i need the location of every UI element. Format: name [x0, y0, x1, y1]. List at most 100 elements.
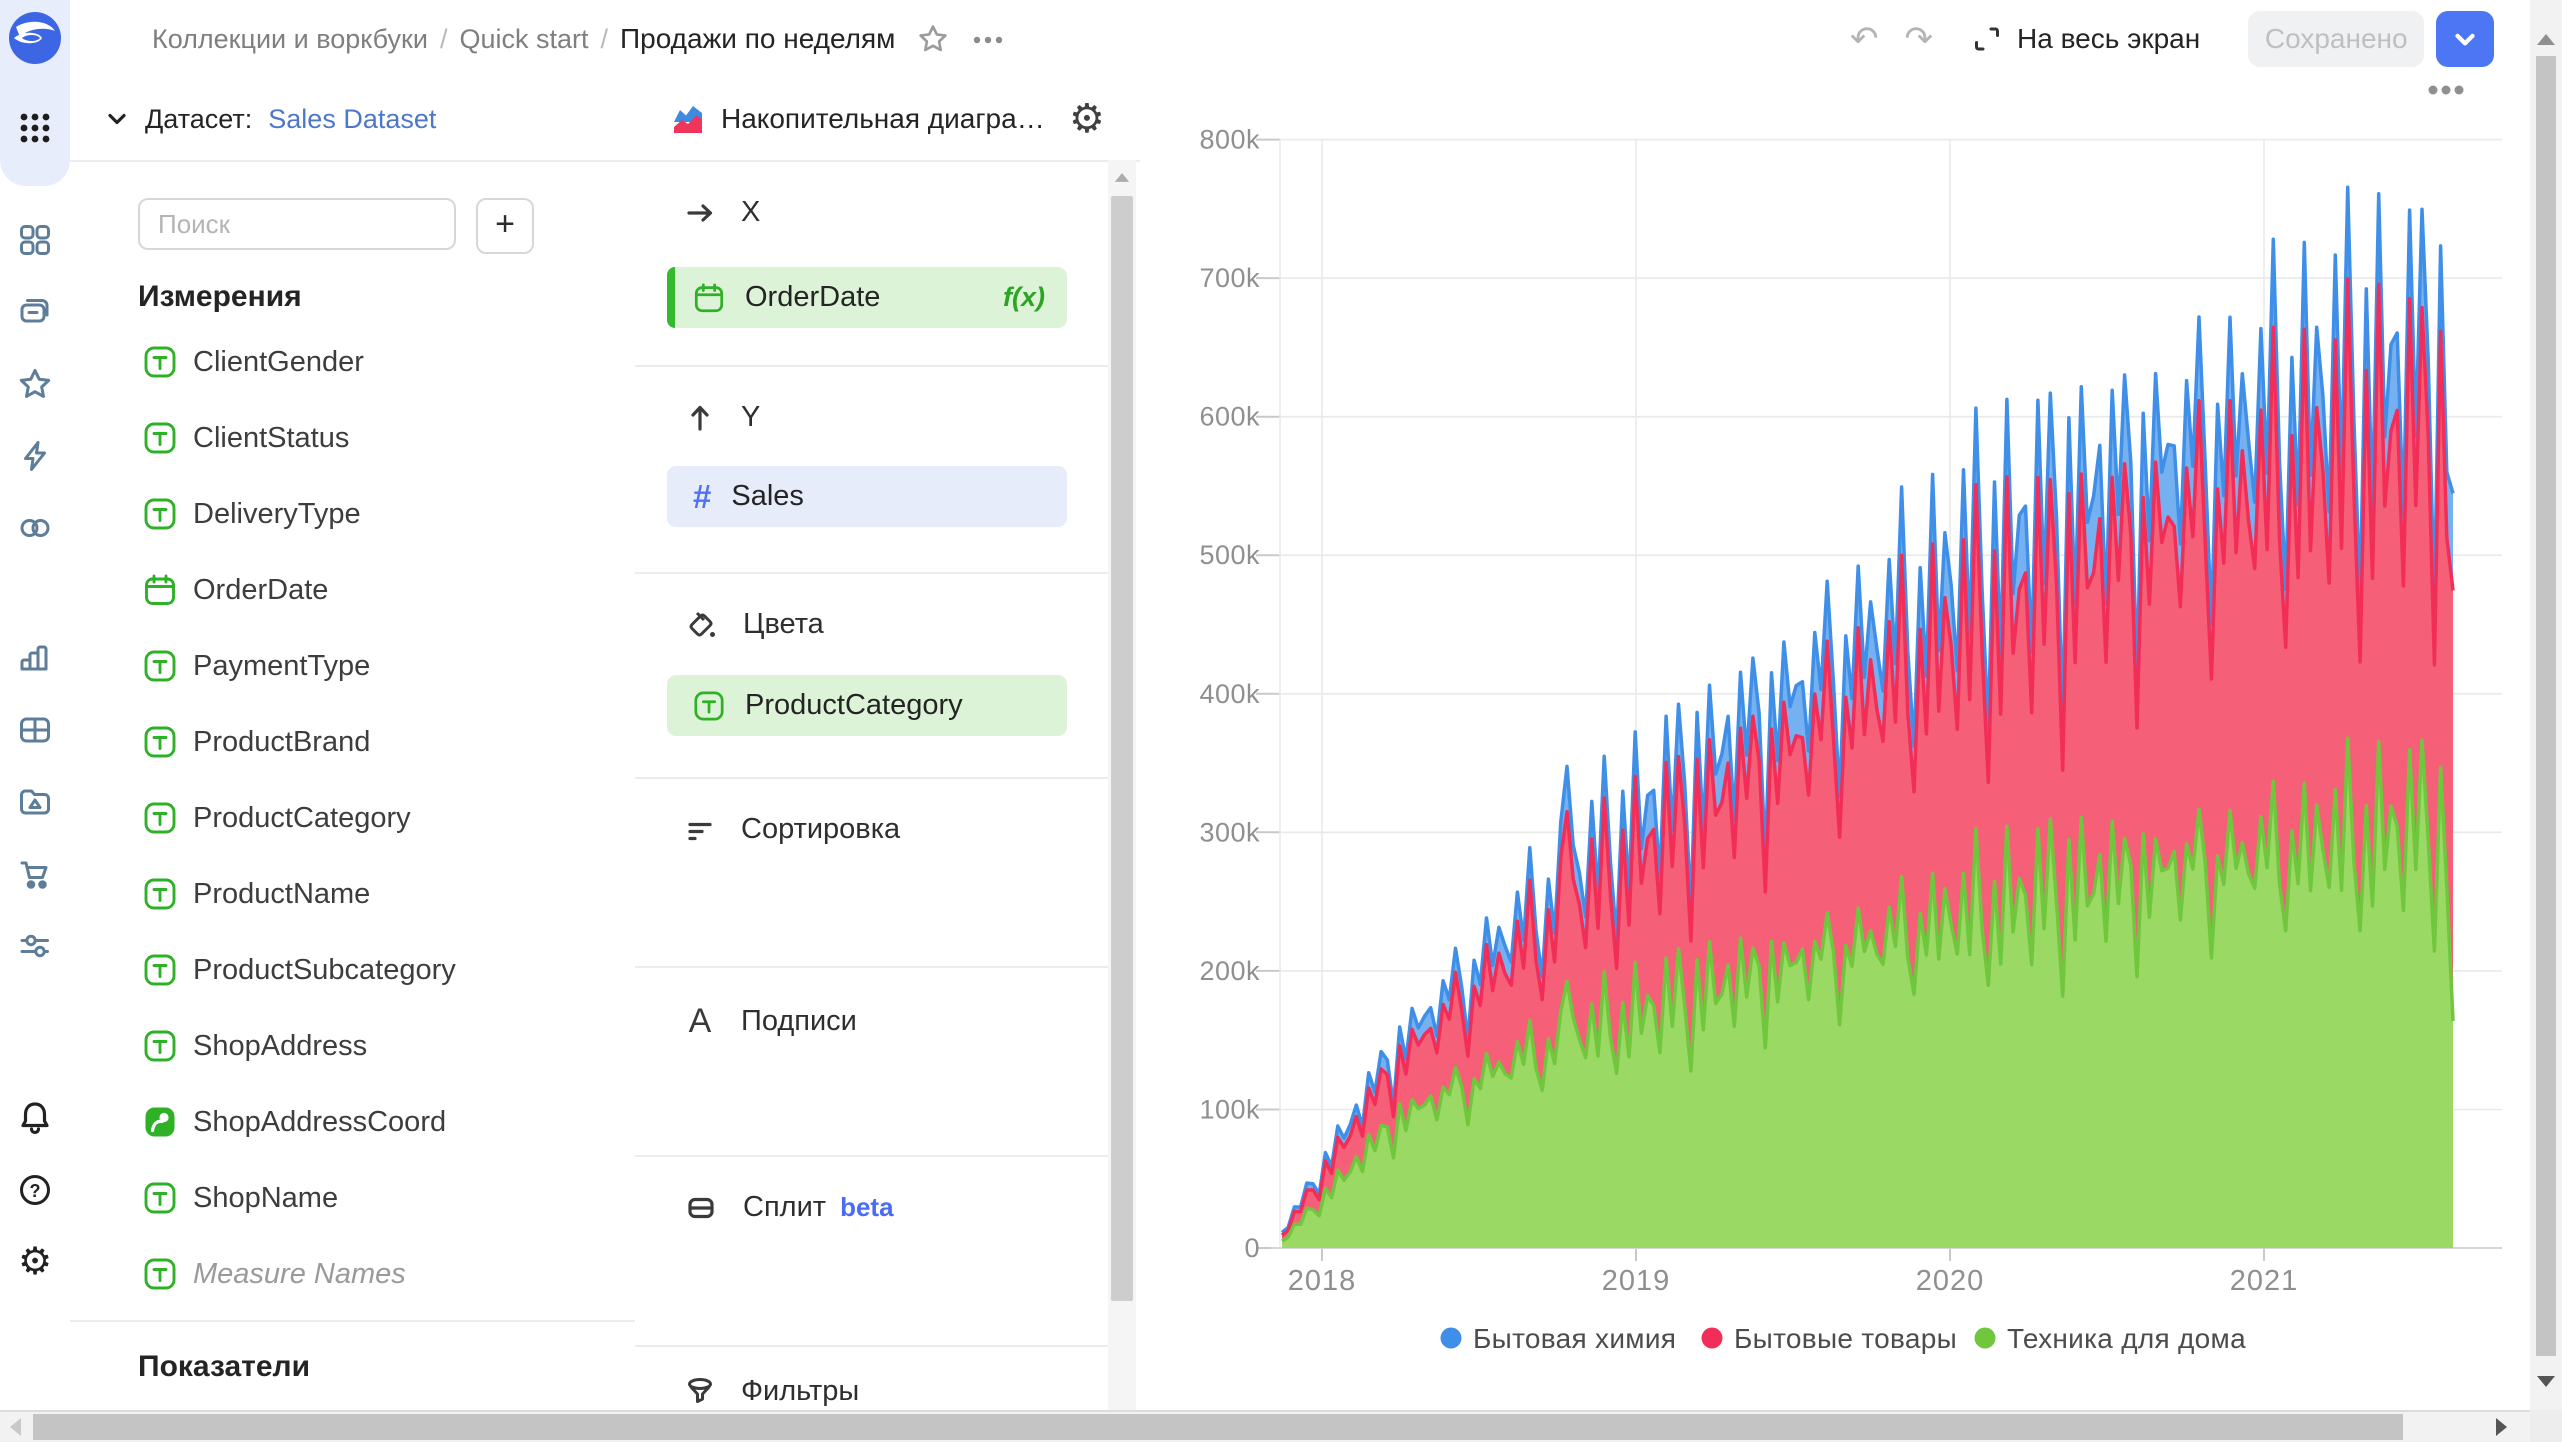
dataset-name-link[interactable]: Sales Dataset	[268, 103, 437, 134]
apps-menu-icon[interactable]	[17, 110, 53, 146]
field-name: ClientGender	[193, 345, 364, 378]
page-horizontal-scrollbar-thumb[interactable]	[33, 1414, 2403, 1440]
services-sliders-icon[interactable]	[17, 928, 53, 964]
quick-actions-flash-icon[interactable]	[17, 438, 53, 474]
config-scrollbar-track[interactable]	[1108, 160, 1136, 1410]
chart-type-label[interactable]: Накопительная диаграм...	[721, 103, 1051, 134]
field-row[interactable]: ClientGender	[70, 324, 635, 400]
scroll-left-icon[interactable]	[10, 1418, 21, 1436]
text-field-icon	[144, 650, 176, 682]
scroll-up-icon[interactable]	[2537, 34, 2555, 45]
field-row[interactable]: ProductName	[70, 856, 635, 932]
fullscreen-icon[interactable]	[1971, 23, 2003, 55]
chart-type-header: Накопительная диаграм... ⚙	[635, 78, 1140, 162]
field-name: ProductSubcategory	[193, 953, 456, 986]
storage-folder-icon[interactable]	[17, 784, 53, 820]
field-row[interactable]: ProductCategory	[70, 780, 635, 856]
chart-settings-gear-icon[interactable]: ⚙	[1069, 96, 1105, 142]
colors-field-name: ProductCategory	[745, 689, 963, 721]
area-chart-type-icon[interactable]	[671, 102, 705, 136]
scroll-right-icon[interactable]	[2496, 1418, 2507, 1436]
favorites-star-icon[interactable]	[17, 366, 53, 402]
datalens-logo-icon[interactable]	[8, 11, 62, 65]
field-row[interactable]: ShopName	[70, 1160, 635, 1236]
page-title: Продажи по неделям	[620, 23, 896, 54]
field-row[interactable]: ShopAddressCoord	[70, 1084, 635, 1160]
config-scrollbar-thumb[interactable]	[1111, 196, 1133, 1301]
field-name: ProductCategory	[193, 801, 411, 834]
field-name: ShopName	[193, 1181, 339, 1214]
dimensions-list: ClientGender ClientStatus DeliveryType Orde…	[70, 324, 635, 1320]
field-row[interactable]: OrderDate	[70, 552, 635, 628]
add-field-button[interactable]: +	[476, 198, 534, 254]
settings-gear-icon[interactable]: ⚙	[17, 1239, 53, 1283]
date-field-icon	[145, 574, 175, 605]
text-field-icon	[144, 878, 176, 910]
series-line	[1281, 736, 2455, 1243]
more-menu-icon[interactable]	[971, 23, 1005, 55]
formula-fx-icon[interactable]: f(x)	[1003, 282, 1045, 312]
y-axis-label: 600k	[1199, 402, 1260, 432]
chevron-down-icon	[2455, 33, 2475, 46]
field-row[interactable]: ShopAddress	[70, 1008, 635, 1084]
field-name: ProductName	[193, 877, 371, 910]
text-field-icon	[144, 422, 176, 454]
chart-menu-icon[interactable]	[2428, 85, 2464, 95]
collections-icon[interactable]	[17, 294, 53, 330]
section-filters: Фильтры	[635, 1345, 1113, 1410]
text-field-icon	[144, 726, 176, 758]
field-row[interactable]: ClientStatus	[70, 400, 635, 476]
stacked-area-chart: 0 100k 200k 300k 400k 500k 600k 700k 800k 2018 201…	[1199, 85, 2502, 1354]
left-rail: ? ⚙	[0, 0, 72, 1410]
legend-item[interactable]: Бытовые товары	[1701, 1323, 1958, 1354]
x-axis-label: 2021	[2230, 1265, 2299, 1297]
text-field-icon	[144, 1182, 176, 1214]
fullscreen-label[interactable]: На весь экран	[2017, 23, 2201, 54]
redo-icon[interactable]: ↷	[1904, 19, 1934, 59]
section-split: Сплит beta	[635, 1155, 1113, 1347]
legend-dot	[1440, 1327, 1462, 1349]
charts-icon[interactable]	[17, 640, 53, 676]
x-axis-label: 2019	[1602, 1265, 1671, 1297]
y-field-chip[interactable]: # Sales	[667, 466, 1067, 527]
legend-item[interactable]: Бытовая химия	[1440, 1323, 1677, 1354]
save-dropdown-button[interactable]	[2436, 11, 2495, 67]
page-vertical-scrollbar-thumb[interactable]	[2536, 56, 2556, 1356]
config-scroll-up-icon[interactable]	[1114, 173, 1130, 182]
undo-icon[interactable]: ↶	[1850, 19, 1879, 59]
sort-icon	[688, 822, 712, 840]
field-row[interactable]: ProductSubcategory	[70, 932, 635, 1008]
field-row[interactable]: ProductBrand	[70, 704, 635, 780]
dataset-collapse-chevron-icon[interactable]	[103, 105, 131, 133]
dashboards-table-icon[interactable]	[17, 712, 53, 748]
search-input[interactable]	[138, 198, 456, 250]
favorite-star-icon[interactable]	[917, 23, 949, 55]
y-axis-arrow-icon	[691, 405, 709, 431]
connections-icon[interactable]	[17, 510, 53, 546]
breadcrumb-collections[interactable]: Коллекции и воркбуки	[152, 23, 428, 54]
notifications-bell-icon[interactable]	[17, 1099, 53, 1135]
legend-item[interactable]: Техника для дома	[1974, 1323, 2247, 1354]
marketplace-cart-icon[interactable]	[17, 856, 53, 892]
series-line	[1280, 277, 2455, 1237]
breadcrumb-separator: /	[439, 23, 448, 54]
labels-a-icon: A	[688, 1002, 712, 1040]
y-axis-label: 700k	[1199, 263, 1260, 293]
text-field-icon	[144, 802, 176, 834]
measures-title: Показатели	[138, 1350, 311, 1383]
help-icon[interactable]: ?	[17, 1172, 53, 1208]
field-name: PaymentType	[193, 649, 371, 682]
scroll-down-icon[interactable]	[2537, 1376, 2555, 1387]
field-row[interactable]: Measure Names	[70, 1236, 635, 1312]
breadcrumb-workbook[interactable]: Quick start	[459, 23, 589, 54]
widgets-icon[interactable]	[17, 222, 53, 258]
colors-field-chip[interactable]: ProductCategory	[667, 675, 1067, 736]
save-button[interactable]: Сохранено	[2248, 11, 2425, 67]
field-name: ClientStatus	[193, 421, 350, 454]
field-row[interactable]: PaymentType	[70, 628, 635, 704]
x-axis-arrow-icon	[687, 203, 713, 222]
x-field-chip[interactable]: OrderDate f(x)	[667, 267, 1067, 328]
field-row[interactable]: DeliveryType	[70, 476, 635, 552]
text-field-icon	[144, 346, 176, 378]
